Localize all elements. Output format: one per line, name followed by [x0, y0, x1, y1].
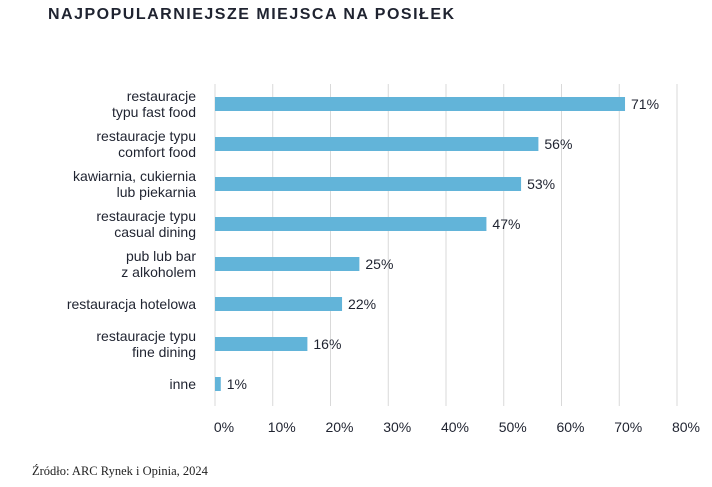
x-tick-label: 60% — [556, 419, 584, 435]
bar — [215, 257, 360, 271]
data-label: 53% — [527, 176, 555, 192]
data-label: 16% — [313, 336, 341, 352]
category-label: casual dining — [114, 224, 196, 240]
bar — [215, 377, 221, 391]
data-label: 56% — [544, 136, 572, 152]
category-label: lub piekarnia — [117, 184, 197, 200]
bar — [215, 297, 343, 311]
x-tick-label: 40% — [441, 419, 469, 435]
bar — [215, 177, 522, 191]
category-label: restauracje typu — [96, 328, 196, 344]
bar — [215, 137, 539, 151]
category-label: typu fast food — [112, 104, 196, 120]
data-label: 22% — [348, 296, 376, 312]
category-label: inne — [170, 376, 197, 392]
category-label: comfort food — [118, 144, 196, 160]
x-tick-label: 30% — [383, 419, 411, 435]
x-tick-label: 20% — [325, 419, 353, 435]
x-tick-label: 0% — [214, 419, 234, 435]
category-label: z alkoholem — [121, 264, 196, 280]
category-label: kawiarnia, cukiernia — [73, 168, 196, 184]
source-note: Źródło: ARC Rynek i Opinia, 2024 — [32, 464, 208, 478]
x-tick-label: 70% — [614, 419, 642, 435]
x-tick-label: 80% — [672, 419, 700, 435]
data-label: 1% — [227, 376, 247, 392]
x-tick-label: 10% — [268, 419, 296, 435]
x-tick-label: 50% — [499, 419, 527, 435]
category-label: pub lub bar — [126, 248, 196, 264]
category-label: restauracje — [127, 88, 196, 104]
bar — [215, 217, 487, 231]
category-label: restauracje typu — [96, 128, 196, 144]
data-label: 25% — [365, 256, 393, 272]
bar — [215, 97, 626, 111]
bar — [215, 337, 308, 351]
chart-title: NAJPOPULARNIEJSZE MIEJSCA NA POSIŁEK — [48, 6, 456, 23]
data-label: 47% — [492, 216, 520, 232]
data-label: 71% — [631, 96, 659, 112]
category-label: restauracja hotelowa — [67, 296, 196, 312]
category-label: restauracje typu — [96, 208, 196, 224]
category-label: fine dining — [132, 344, 196, 360]
